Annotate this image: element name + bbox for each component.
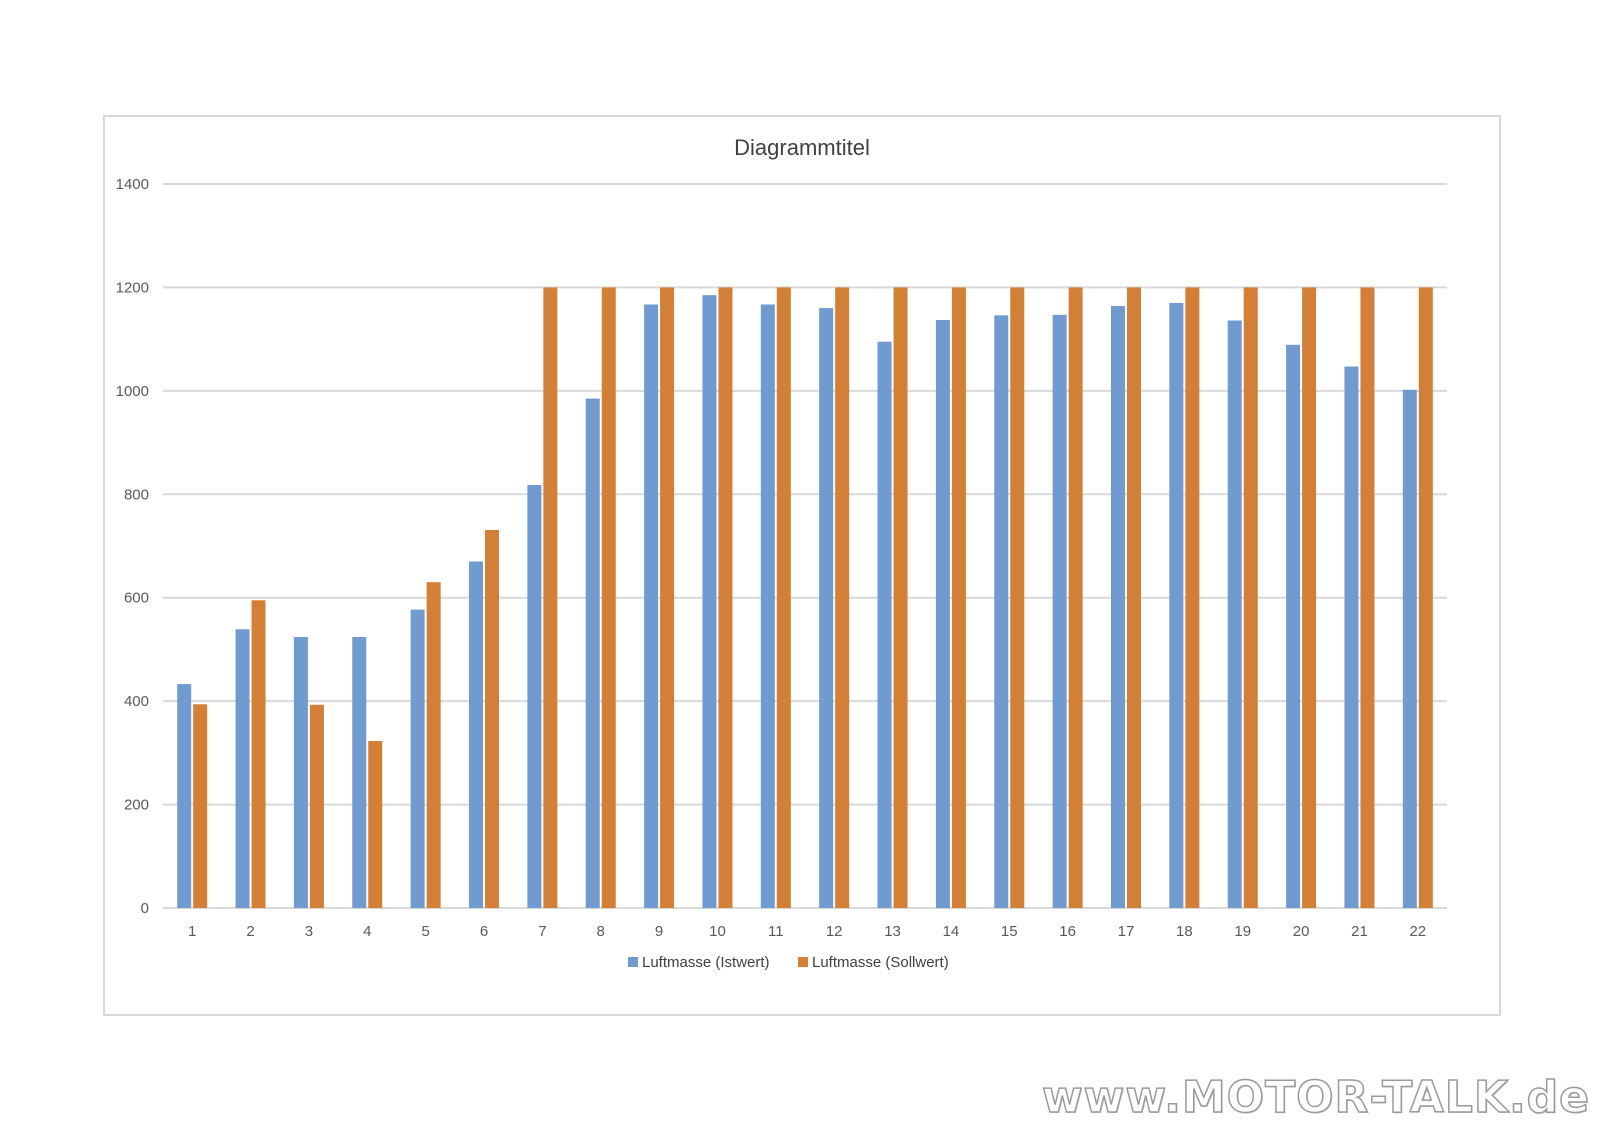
x-tick-label: 5	[421, 923, 429, 940]
bar-sollwert-11	[776, 287, 791, 908]
x-tick-label: 9	[655, 923, 663, 940]
y-tick-label: 1000	[116, 383, 149, 400]
x-tick-label: 17	[1118, 923, 1135, 940]
x-tick-label: 12	[826, 923, 843, 940]
legend: Luftmasse (Istwert) Luftmasse (Sollwert)	[628, 954, 949, 971]
y-tick-label: 600	[124, 590, 149, 607]
bar-sollwert-18	[1185, 287, 1200, 908]
bar-sollwert-14	[951, 287, 966, 908]
x-tick-label: 22	[1409, 923, 1426, 940]
bar-istwert-11	[760, 304, 775, 909]
bar-sollwert-20	[1302, 287, 1317, 908]
bar-istwert-18	[1169, 302, 1184, 908]
x-tick-label: 7	[538, 923, 546, 940]
bar-istwert-16	[1052, 314, 1067, 908]
legend-swatch	[798, 957, 808, 967]
bar-sollwert-13	[893, 287, 908, 908]
bar-sollwert-21	[1360, 287, 1375, 908]
bar-istwert-19	[1227, 320, 1242, 908]
x-tick-label: 21	[1351, 923, 1368, 940]
bar-sollwert-3	[309, 704, 324, 908]
bar-istwert-1	[177, 684, 192, 908]
bar-sollwert-10	[718, 287, 733, 908]
x-tick-label: 8	[597, 923, 605, 940]
bar-istwert-4	[352, 637, 367, 908]
bar-sollwert-2	[251, 600, 266, 908]
bar-istwert-22	[1402, 389, 1417, 908]
chart-frame: Diagrammtitel 0 200 400 600 800 1000 1200 1400 …	[103, 115, 1501, 1016]
x-tick-label: 19	[1234, 923, 1251, 940]
x-tick-label: 4	[363, 923, 371, 940]
x-tick-label: 11	[768, 923, 784, 940]
x-tick-label: 3	[305, 923, 313, 940]
bar-sollwert-7	[543, 287, 558, 908]
bar-sollwert-12	[835, 287, 850, 908]
bar-sollwert-15	[1010, 287, 1025, 908]
bar-istwert-15	[994, 315, 1009, 909]
y-tick-label: 200	[124, 797, 149, 814]
x-tick-label: 14	[943, 923, 960, 940]
bar-chart: Diagrammtitel 0200400600800100012001400 …	[116, 135, 1447, 971]
x-tick-label: 10	[709, 923, 726, 940]
bar-istwert-2	[235, 629, 250, 908]
legend-swatch	[628, 957, 638, 967]
y-tick-label: 800	[124, 486, 149, 503]
bar-istwert-9	[644, 304, 659, 909]
watermark: www.MOTOR-TALK.de	[1041, 1071, 1590, 1124]
x-tick-label: 15	[1001, 923, 1018, 940]
bar-istwert-20	[1286, 344, 1301, 908]
x-axis-ticks: 1 2 3 4 5 6 7 8 9 10 11 12 13 14 15 16 17 18 19 20 21 22	[188, 923, 1426, 940]
bar-sollwert-8	[601, 287, 616, 908]
y-tick-label: 400	[124, 693, 149, 710]
bar-istwert-21	[1344, 366, 1359, 909]
y-tick-label: 1200	[116, 279, 149, 296]
y-tick-label: 0	[141, 900, 149, 917]
bar-sollwert-5	[426, 582, 441, 908]
y-tick-label: 1400	[116, 176, 149, 193]
y-axis-ticks: 0 200 400 600 800 1000 1200 1400	[116, 176, 149, 917]
bar-istwert-10	[702, 295, 717, 908]
legend-label: Luftmasse (Sollwert)	[812, 954, 949, 971]
bar-sollwert-19	[1243, 287, 1258, 908]
bar-istwert-7	[527, 484, 542, 908]
chart-title: Diagrammtitel	[734, 135, 870, 160]
bar-sollwert-4	[368, 740, 383, 908]
bar-sollwert-22	[1418, 287, 1433, 908]
bar-istwert-12	[819, 308, 834, 909]
x-tick-label: 6	[480, 923, 488, 940]
bar-sollwert-16	[1068, 287, 1083, 908]
bar-istwert-13	[877, 341, 892, 908]
x-tick-label: 16	[1059, 923, 1076, 940]
x-tick-label: 20	[1293, 923, 1310, 940]
bars	[177, 287, 1433, 909]
x-tick-label: 18	[1176, 923, 1193, 940]
bar-sollwert-1	[193, 704, 208, 908]
legend-label: Luftmasse (Istwert)	[642, 954, 770, 971]
bar-istwert-14	[935, 320, 950, 909]
bar-istwert-3	[293, 637, 308, 908]
x-tick-label: 2	[246, 923, 254, 940]
bar-sollwert-17	[1127, 287, 1141, 908]
bar-sollwert-6	[485, 529, 499, 908]
bar-istwert-6	[469, 561, 483, 908]
bar-istwert-17	[1111, 306, 1125, 908]
bar-istwert-5	[410, 609, 425, 908]
x-tick-label: 13	[884, 923, 901, 940]
x-tick-label: 1	[188, 923, 196, 940]
bar-istwert-8	[585, 398, 600, 908]
bar-sollwert-9	[660, 287, 675, 908]
